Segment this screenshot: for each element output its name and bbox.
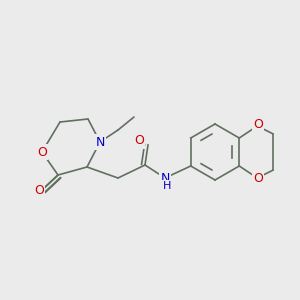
Text: O: O — [34, 184, 44, 197]
Text: O: O — [253, 172, 263, 185]
Text: O: O — [37, 146, 47, 158]
Text: H: H — [163, 181, 171, 191]
Text: O: O — [253, 118, 263, 131]
Text: N: N — [160, 172, 170, 185]
Text: O: O — [134, 134, 144, 148]
Text: N: N — [95, 136, 105, 148]
